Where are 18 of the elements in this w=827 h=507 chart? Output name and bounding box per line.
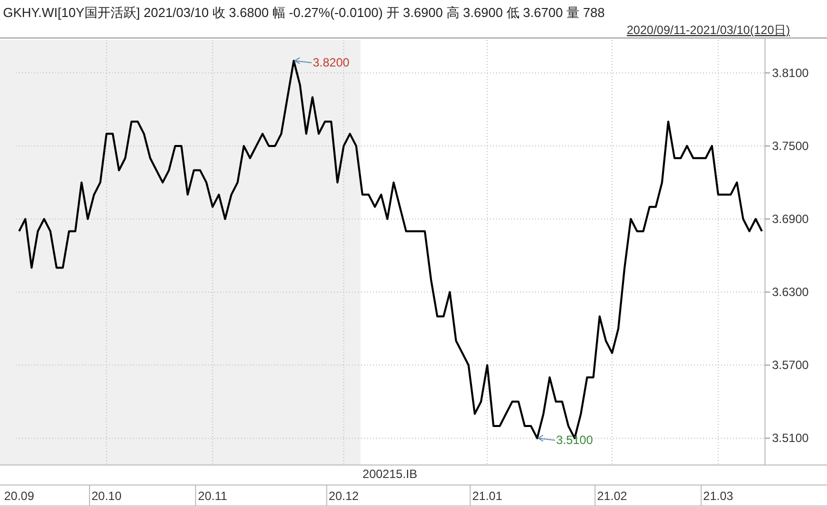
y-tick-label: 3.5700 (772, 358, 810, 372)
y-tick-label: 3.5100 (772, 431, 810, 446)
chart-subtitle: 2020/09/11-2021/03/10(120日) (626, 23, 790, 37)
x-tick-label: 21.01 (472, 489, 503, 503)
y-tick-label: 3.7500 (772, 138, 810, 153)
annotation: 3.5100 (556, 433, 594, 448)
x-tick-label: 20.09 (4, 489, 34, 503)
x-tick-label: 20.10 (91, 489, 122, 503)
text: 200215.IB (362, 467, 418, 481)
y-tick-label: 3.8100 (772, 66, 810, 80)
y-tick-label: 3.6300 (772, 285, 810, 300)
x-tick-label: 20.11 (198, 489, 228, 503)
annotation: 3.8200 (312, 56, 350, 70)
x-tick-label: 20.12 (328, 489, 360, 503)
x-tick-label: 21.02 (597, 489, 628, 503)
y-tick-label: 3.6900 (772, 212, 810, 226)
x-tick-label: 21.03 (703, 489, 734, 503)
chart-title: GKHY.WI[10Y国开活跃] 2021/03/10 收 3.6800 幅 -0.27%(-0.0100) 开 3.6900 高 3.6900 低 3.6700 量 788 (3, 5, 605, 20)
